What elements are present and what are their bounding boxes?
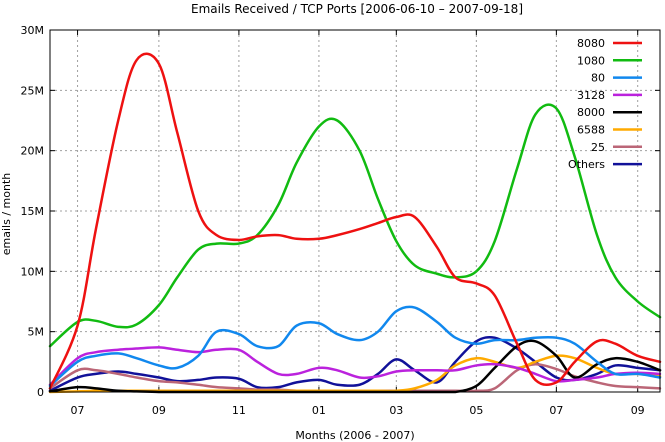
x-tick-label: 01 [312,404,326,417]
grid [50,30,660,392]
plot-frame [49,29,661,393]
x-tick-label: 03 [389,404,403,417]
legend: 8080 1080 80 3128 8000 6588 25 Others [568,37,642,171]
series-line-8080 [48,52,662,390]
series-line-1080 [48,103,662,348]
y-tick-label: 15M [21,205,45,218]
legend-label: 3128 [577,89,605,102]
y-axis-title: emails / month [0,173,13,255]
legend-label: 1080 [577,54,605,67]
legend-label: Others [568,158,605,171]
x-tick-label: 11 [232,404,246,417]
y-tick-label: 10M [21,265,45,278]
legend-label: 8000 [577,106,605,119]
x-axis-title: Months (2006 - 2007) [295,429,414,442]
legend-label: 6588 [577,124,605,137]
x-tick-label: 09 [152,404,166,417]
chart-title: Emails Received / TCP Ports [2006-06-10 … [191,2,523,16]
axis-ticks: 0 5M 10M 15M 20M 25M 30M 07 09 11 01 03 05 07 09 [21,24,660,417]
x-tick-label: 05 [469,404,483,417]
series-line-80 [48,305,662,388]
x-tick-label: 09 [631,404,645,417]
series-lines [48,52,662,394]
legend-label: 25 [591,141,605,154]
y-tick-label: 5M [28,326,45,339]
series-line-others [48,335,662,393]
legend-label: 80 [591,72,605,85]
x-tick-label: 07 [71,404,85,417]
legend-label: 8080 [577,37,605,50]
y-tick-label: 30M [21,24,45,37]
y-tick-label: 20M [21,145,45,158]
y-tick-label: 0 [37,386,44,399]
y-tick-label: 25M [21,84,45,97]
x-tick-label: 07 [549,404,563,417]
